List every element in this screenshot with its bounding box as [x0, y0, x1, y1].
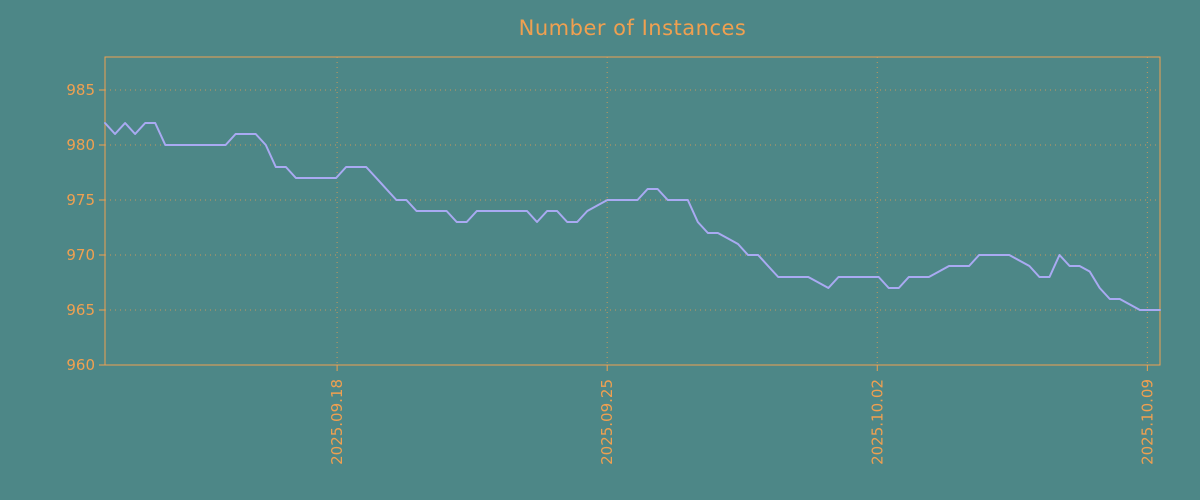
- x-tick-label: 2025.10.09: [1138, 379, 1156, 465]
- x-tick-label: 2025.09.18: [328, 379, 346, 465]
- x-tick-label: 2025.10.02: [868, 379, 886, 465]
- y-tick-label: 975: [66, 191, 95, 209]
- chart-title: Number of Instances: [518, 16, 747, 40]
- data-line: [104, 122, 1161, 311]
- y-tick-label: 960: [66, 356, 95, 374]
- y-tick-label: 980: [66, 136, 95, 154]
- y-tick-label: 985: [66, 81, 95, 99]
- y-tick-label: 965: [66, 301, 95, 319]
- y-tick-label: 970: [66, 246, 95, 264]
- plot-border: [104, 56, 1161, 366]
- x-tick-label: 2025.09.25: [598, 379, 616, 465]
